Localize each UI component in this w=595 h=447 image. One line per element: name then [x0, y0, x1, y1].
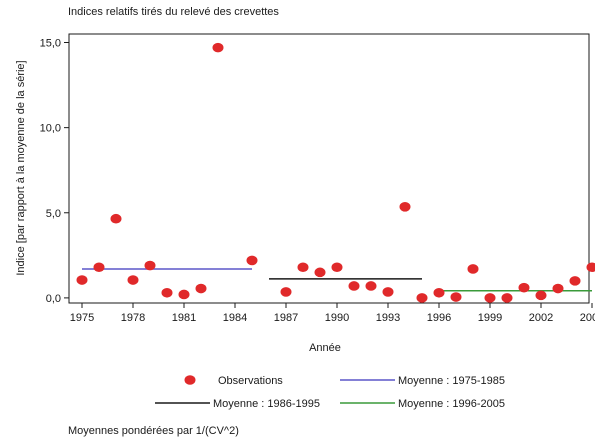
- data-point: [178, 289, 190, 300]
- plot-frame: [68, 33, 590, 304]
- x-tick-label: 1993: [376, 312, 400, 324]
- x-tick-label: 2002: [529, 312, 553, 324]
- data-point: [144, 260, 156, 271]
- data-point: [331, 262, 343, 273]
- data-point: [450, 292, 462, 302]
- y-tick-label: 15,0: [40, 38, 61, 50]
- data-point: [399, 202, 411, 212]
- data-points: [76, 42, 595, 303]
- data-point: [297, 262, 309, 273]
- data-point: [484, 293, 496, 303]
- data-point: [586, 262, 595, 273]
- data-point: [552, 283, 564, 294]
- data-point: [76, 275, 88, 285]
- data-point: [93, 262, 105, 273]
- legend: Observations Moyenne : 1975-1985 Moyenne :…: [155, 375, 505, 410]
- data-point: [433, 287, 445, 298]
- data-point: [518, 282, 530, 293]
- data-point: [314, 267, 326, 278]
- axes: 1975 1978 1981 1984 1987 1990 1993 1996 1999 2002…: [40, 33, 595, 324]
- legend-marker-observations: [184, 375, 196, 385]
- legend-label: Moyenne : 1996-2005: [398, 398, 505, 410]
- mean-lines: [82, 268, 592, 292]
- legend-label: Moyenne : 1986-1995: [213, 398, 320, 410]
- data-point: [501, 293, 513, 303]
- x-tick-label: 1996: [427, 312, 451, 324]
- x-axis-label: Année: [309, 342, 341, 354]
- data-point: [535, 290, 547, 301]
- data-point: [365, 281, 377, 291]
- legend-label: Moyenne : 1975-1985: [398, 375, 505, 387]
- data-point: [212, 42, 224, 53]
- y-axis-label: Indice [par rapport à la moyenne de la s…: [15, 60, 27, 275]
- data-point: [348, 281, 360, 291]
- y-tick-label: 10,0: [40, 123, 61, 135]
- data-point: [382, 287, 394, 297]
- data-point: [416, 293, 428, 303]
- data-point: [569, 276, 581, 286]
- x-tick-label: 1978: [121, 312, 145, 324]
- data-point: [127, 275, 139, 285]
- data-point: [161, 287, 173, 298]
- x-tick-label: 1981: [172, 312, 196, 324]
- x-tick-label: 1984: [223, 312, 247, 324]
- x-tick-label: 1990: [325, 312, 349, 324]
- footnote: Moyennes pondérées par 1/(CV^2): [68, 425, 239, 437]
- y-tick-label: 5,0: [46, 208, 61, 220]
- legend-label-observations: Observations: [218, 375, 283, 387]
- data-point: [195, 283, 207, 294]
- x-tick-label: 1987: [274, 312, 298, 324]
- chart-title: Indices relatifs tirés du relevé des cre…: [68, 6, 279, 18]
- x-tick-label: 1999: [478, 312, 502, 324]
- y-tick-label: 0,0: [46, 293, 61, 305]
- data-point: [467, 264, 479, 274]
- data-point: [280, 287, 292, 297]
- x-tick-label: 2005: [580, 312, 595, 324]
- data-point: [110, 213, 122, 224]
- x-tick-label: 1975: [70, 312, 94, 324]
- data-point: [246, 255, 258, 266]
